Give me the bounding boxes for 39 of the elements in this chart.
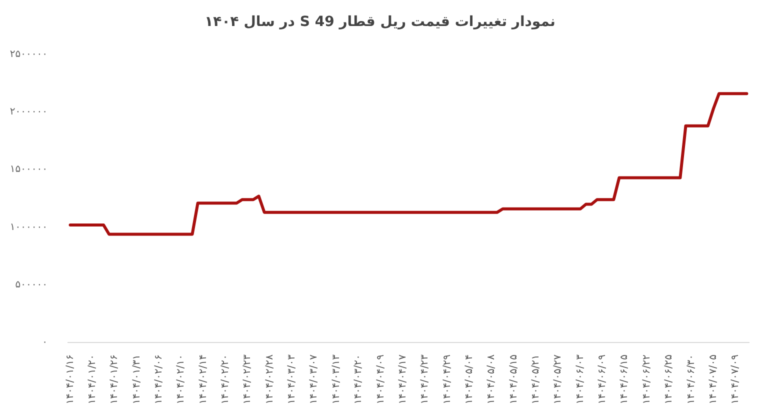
y-tick-label: ۱۵۰۰۰۰۰ [10, 164, 48, 176]
x-tick-label: ۱۴۰۴/۰۲/۲۳ [242, 354, 254, 404]
y-tick-label: ۰ [42, 337, 48, 348]
x-tick-label: ۱۴۰۴/۰۳/۰۷ [308, 354, 320, 404]
y-tick-label: ۲۵۰۰۰۰۰ [10, 49, 48, 60]
x-tick-label: ۱۴۰۴/۰۲/۲۰ [220, 354, 232, 404]
x-tick-label: ۱۴۰۴/۰۶/۰۹ [597, 354, 608, 404]
x-tick-label: ۱۴۰۴/۰۲/۰۶ [153, 354, 164, 404]
x-tick-label: ۱۴۰۴/۰۲/۱۴ [198, 354, 209, 404]
y-tick-label: ۲۰۰۰۰۰۰ [10, 106, 48, 118]
x-tick-label: ۱۴۰۴/۰۶/۰۳ [574, 354, 586, 404]
x-tick-label: ۱۴۰۴/۰۳/۲۰ [353, 354, 364, 404]
x-tick-label: ۱۴۰۴/۰۶/۲۲ [641, 354, 652, 404]
x-tick-label: ۱۴۰۴/۰۵/۰۴ [464, 354, 475, 404]
x-tick-label: ۱۴۰۴/۰۱/۲۰ [86, 354, 98, 404]
x-tick-label: ۱۴۰۴/۰۵/۲۱ [530, 354, 542, 404]
x-tick-label: ۱۴۰۴/۰۳/۱۳ [330, 354, 342, 404]
x-tick-label: ۱۴۰۴/۰۴/۲۹ [442, 354, 453, 404]
x-tick-label: ۱۴۰۴/۰۷/۰۹ [730, 354, 742, 404]
x-tick-label: ۱۴۰۴/۰۲/۱۰ [176, 354, 187, 404]
x-tick-label: ۱۴۰۴/۰۵/۱۵ [508, 354, 520, 404]
x-tick-label: ۱۴۰۴/۰۷/۰۵ [708, 354, 719, 404]
line-series [68, 92, 748, 236]
y-tick-label: ۵۰۰۰۰۰ [15, 279, 48, 290]
x-tick-label: ۱۴۰۴/۰۱/۳۱ [131, 354, 142, 404]
x-tick-label: ۱۴۰۴/۰۱/۱۶ [64, 354, 76, 404]
x-tick-label: ۱۴۰۴/۰۶/۱۵ [619, 354, 630, 404]
x-tick-label: ۱۴۰۴/۰۳/۰۳ [286, 354, 298, 404]
x-tick-label: ۱۴۰۴/۰۴/۲۳ [420, 354, 431, 404]
x-tick-label: ۱۴۰۴/۰۴/۰۹ [375, 354, 386, 404]
x-tick-label: ۱۴۰۴/۰۴/۱۷ [397, 354, 408, 404]
y-tick-label: ۱۰۰۰۰۰۰ [10, 222, 48, 233]
x-tick-label: ۱۴۰۴/۰۲/۲۸ [264, 354, 276, 404]
x-tick-label: ۱۴۰۴/۰۶/۲۵ [664, 354, 675, 404]
x-tick-label: ۱۴۰۴/۰۵/۰۸ [486, 354, 498, 404]
x-tick-label: ۱۴۰۴/۰۱/۲۶ [109, 354, 120, 404]
x-tick-label: ۱۴۰۴/۰۶/۳۰ [686, 354, 697, 404]
x-tick-label: ۱۴۰۴/۰۵/۲۷ [552, 354, 564, 404]
chart-title: نمودار تغییرات قیمت ریل قطار S 49 در سال ۱۴۰۴ [204, 13, 556, 32]
